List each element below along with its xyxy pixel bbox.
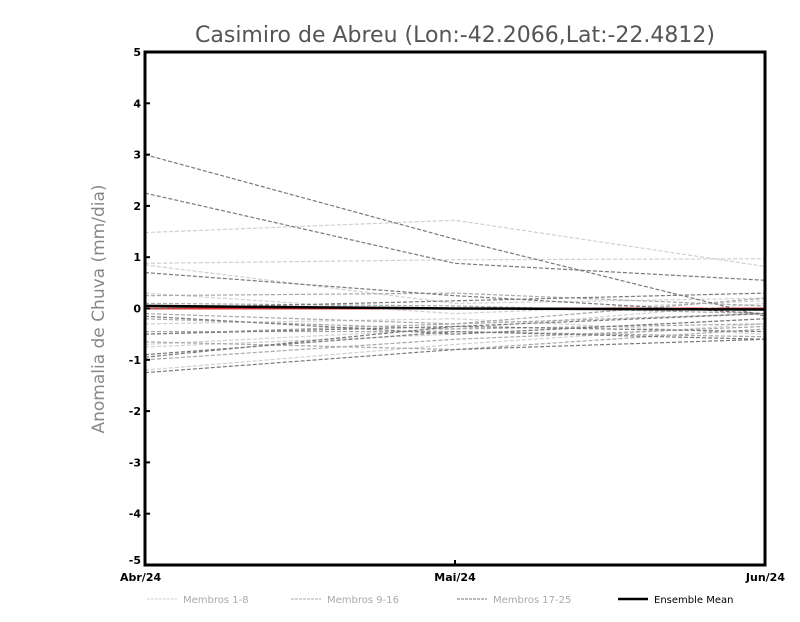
y-tick-label: 4 [133, 97, 141, 110]
chart-title: Casimiro de Abreu (Lon:-42.2066,Lat:-22.… [195, 23, 715, 48]
member-line-g2-6 [144, 297, 766, 325]
legend: Membros 1-8 Membros 9-16 Membros 17-25 Ense… [147, 595, 733, 606]
member-line-g1-4 [144, 302, 766, 346]
member-line-g3-8 [144, 325, 766, 335]
y-tick-label: 2 [133, 200, 141, 213]
y-tick-label: -2 [129, 405, 141, 418]
y-tick-label: 3 [133, 149, 141, 162]
legend-label: Membros 1-8 [183, 595, 249, 606]
y-tick-label: 1 [133, 251, 141, 264]
member-line-g3-2 [144, 192, 766, 281]
x-tick-label: Jun/24 [745, 571, 785, 584]
member-line-g1-3 [144, 264, 766, 304]
series-layer [144, 154, 766, 374]
y-tick-label: -4 [129, 508, 142, 521]
member-line-g3-9 [144, 313, 766, 358]
y-tick-label: -1 [129, 354, 141, 367]
member-line-g2-8 [144, 325, 766, 361]
y-axis-label: Anomalia de Chuva (mm/dia) [89, 184, 109, 433]
member-line-g2-2 [144, 318, 766, 330]
member-line-g1-8 [144, 318, 766, 348]
y-tick-label: -5 [129, 554, 141, 567]
member-line-g3-1 [144, 154, 766, 317]
member-line-g1-6 [144, 292, 766, 315]
x-tick-label: Abr/24 [120, 571, 161, 584]
member-line-g2-4 [144, 328, 766, 351]
legend-label: Membros 17-25 [493, 595, 571, 606]
legend-label: Ensemble Mean [654, 595, 733, 606]
y-tick-label: 5 [133, 46, 141, 59]
y-tick-label: -3 [129, 456, 141, 469]
member-line-g2-3 [144, 313, 766, 335]
member-line-g1-1 [144, 219, 766, 268]
y-tick-label: 0 [133, 303, 141, 316]
member-line-g1-2 [144, 258, 766, 264]
member-line-g3-3 [144, 271, 766, 315]
member-line-g3-5 [144, 338, 766, 374]
ensemble-mean-line [144, 304, 766, 311]
member-line-g2-1 [144, 292, 766, 307]
legend-label: Membros 9-16 [327, 595, 399, 606]
member-line-g3-4 [144, 315, 766, 335]
axes-layer: -5 -4 -3 -2 -1 0 1 2 3 4 5 Abr/24 Mai/24 Jun/24 [120, 46, 785, 584]
member-line-g2-5 [144, 302, 766, 315]
x-tick-label: Mai/24 [434, 571, 476, 584]
